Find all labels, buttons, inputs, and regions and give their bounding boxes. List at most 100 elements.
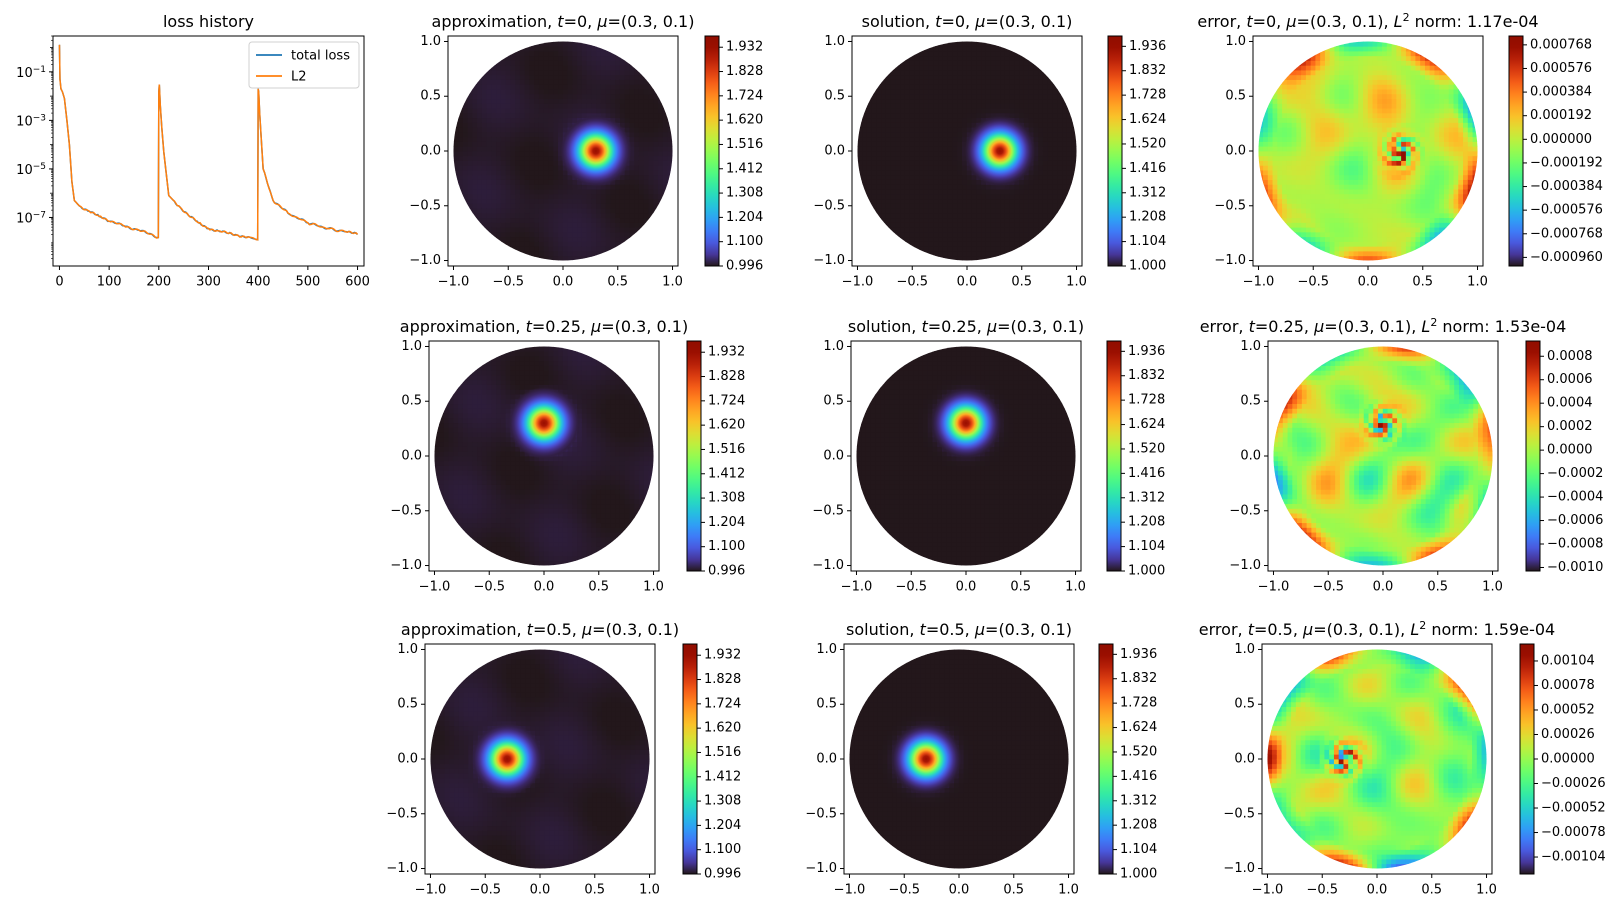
field-cell [1358, 55, 1364, 61]
field-cell [1391, 88, 1397, 95]
field-cell [500, 222, 507, 228]
field-cell [1272, 179, 1278, 185]
field-cell [1296, 84, 1302, 90]
field-cell [966, 126, 973, 133]
field-cell [1396, 136, 1402, 142]
field-cell [491, 188, 497, 195]
field-cell [534, 203, 540, 209]
field-cell [515, 84, 521, 90]
field-cell [1391, 226, 1397, 233]
field-cell [577, 217, 583, 223]
field-cell [1391, 222, 1397, 228]
field-cell [629, 131, 635, 138]
field-cell [1358, 60, 1364, 66]
field-cell [952, 241, 958, 247]
field-cell [1296, 136, 1302, 142]
field-cell [885, 217, 892, 223]
field-cell [1004, 231, 1011, 238]
field-cell [1348, 203, 1355, 209]
field-cell [619, 236, 626, 242]
field-cell [538, 146, 545, 152]
field-cell [1301, 217, 1307, 223]
field-cell [529, 131, 535, 138]
field-cell [491, 98, 497, 104]
field-cell [500, 174, 507, 180]
field-cell [648, 150, 654, 157]
field-cell [619, 93, 626, 100]
field-cell [1348, 41, 1355, 47]
field-cell [1004, 74, 1011, 80]
field-cell [1405, 46, 1412, 52]
field-cell [1038, 93, 1044, 100]
field-cell [1258, 122, 1264, 128]
field-cell [1396, 231, 1402, 238]
field-cell [534, 193, 540, 200]
field-cell [938, 246, 944, 252]
field-cell [596, 93, 602, 100]
field-cell [1062, 126, 1068, 133]
field-cell [1071, 141, 1077, 147]
field-cell [558, 41, 564, 47]
field-cell [586, 226, 592, 233]
field-cell [876, 131, 882, 138]
field-cell [1367, 188, 1374, 195]
field-cell [1263, 131, 1269, 138]
field-cell [904, 112, 911, 119]
field-cell [962, 107, 968, 114]
field-cell [1386, 184, 1393, 190]
field-cell [467, 174, 473, 180]
field-cell [534, 103, 540, 109]
field-cell [914, 131, 920, 138]
field-cell [1315, 155, 1321, 161]
field-cell [1334, 60, 1340, 66]
field-cell [1396, 50, 1402, 57]
field-cell [919, 217, 925, 223]
field-cell [653, 165, 659, 171]
field-cell [995, 236, 1001, 242]
field-cell [966, 55, 973, 61]
field-cell [529, 174, 535, 180]
field-cell [491, 74, 497, 80]
field-cell [1000, 84, 1006, 90]
field-cell [1286, 69, 1293, 76]
field-cell [1291, 112, 1297, 119]
field-cell [1391, 84, 1397, 90]
field-cell [995, 84, 1001, 90]
field-cell [1047, 131, 1054, 138]
field-cell [976, 255, 982, 261]
subplot-title: error, t=0, μ=(0.3, 0.1), L2 norm: 1.17e… [1197, 11, 1538, 32]
field-cell [1000, 231, 1006, 238]
field-cell [981, 112, 987, 119]
field-cell [515, 46, 521, 52]
field-cell [947, 222, 954, 228]
field-cell [1396, 217, 1402, 223]
field-cell [1320, 246, 1326, 252]
field-cell [619, 65, 626, 71]
field-cell [1315, 126, 1321, 133]
field-cell [900, 222, 906, 228]
field-cell [923, 107, 930, 114]
field-cell [553, 255, 559, 261]
field-cell [505, 231, 512, 238]
field-cell [1377, 79, 1383, 85]
field-cell [558, 169, 564, 176]
field-cell [581, 65, 588, 71]
field-cell [1386, 179, 1393, 185]
field-cell [938, 226, 944, 233]
field-cell [577, 98, 583, 104]
field-cell [909, 69, 916, 76]
field-cell [914, 55, 920, 61]
field-cell [1272, 88, 1278, 95]
field-cell [524, 136, 531, 142]
field-cell [938, 50, 944, 57]
field-cell [524, 103, 531, 109]
field-cell [619, 69, 626, 76]
field-cell [1348, 65, 1355, 71]
y-tick-label: 10−1 [16, 65, 46, 81]
field-cell [624, 93, 631, 100]
field-cell [923, 169, 930, 176]
field-cell [1372, 50, 1378, 57]
field-cell [581, 250, 588, 257]
field-cell [510, 141, 516, 147]
field-cell [500, 69, 507, 76]
